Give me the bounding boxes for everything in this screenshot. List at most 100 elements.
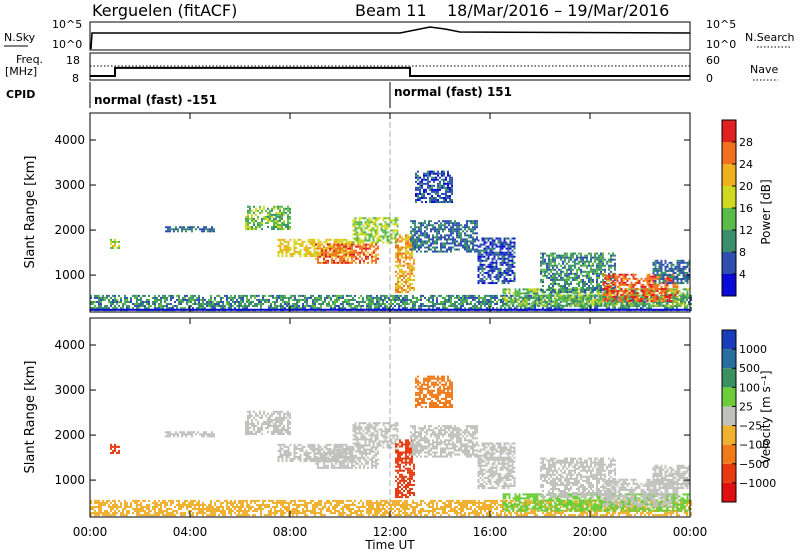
power-cell (429, 184, 431, 187)
power-cell (598, 284, 600, 288)
power-cell (462, 305, 464, 308)
power-cell (560, 274, 562, 277)
power-cell (320, 296, 322, 299)
power-cell (449, 196, 451, 199)
power-cell (248, 298, 250, 301)
power-cell (513, 237, 516, 240)
power-cell (416, 244, 418, 247)
power-cell (600, 270, 602, 273)
power-cell (289, 215, 291, 218)
power-cell (666, 279, 669, 282)
power-cell (582, 260, 584, 263)
power-cell (412, 302, 414, 306)
power-cell (273, 223, 275, 227)
power-cell (662, 287, 665, 290)
power-cell (552, 266, 554, 269)
power-cell (554, 280, 556, 283)
power-cell (412, 236, 414, 239)
power-cell (572, 278, 574, 281)
power-cell (281, 253, 284, 256)
power-cell (646, 292, 649, 295)
power-cell (256, 294, 258, 297)
power-cell (483, 280, 486, 283)
power-cell (180, 302, 182, 306)
power-cell (395, 264, 397, 267)
power-cell (287, 240, 290, 243)
power-cell (405, 236, 407, 239)
power-cell (401, 272, 403, 275)
power-cell (493, 241, 496, 244)
power-cell (397, 258, 399, 261)
power-cell (382, 217, 385, 220)
power-cell (428, 236, 430, 239)
power-cell (504, 300, 507, 303)
power-cell (365, 247, 367, 250)
power-cell (343, 246, 346, 249)
power-cell (511, 280, 514, 283)
power-cell (664, 261, 667, 264)
power-cell (372, 227, 375, 230)
freq-line (90, 66, 690, 77)
power-cell (564, 298, 567, 301)
power-cell (614, 284, 616, 288)
power-cell (338, 307, 340, 310)
power-cell (440, 244, 442, 247)
y-tick-label: 2000 (54, 223, 85, 237)
power-cell (678, 282, 681, 285)
power-cell (390, 219, 393, 222)
power-cell (496, 296, 498, 299)
power-cell (566, 280, 568, 283)
power-cell (347, 261, 349, 264)
power-cell (158, 298, 160, 301)
power-cell (160, 307, 162, 310)
power-cell (444, 242, 446, 245)
power-cell (578, 274, 580, 277)
power-cell (443, 174, 445, 177)
power-cell (658, 304, 661, 307)
power-cell (660, 304, 663, 307)
power-cell (450, 230, 452, 233)
power-cell (309, 253, 312, 256)
power-cell (668, 300, 671, 303)
power-cell (296, 300, 298, 303)
power-cell (493, 253, 496, 256)
power-cell (501, 255, 504, 258)
power-cell (238, 296, 240, 299)
power-cell (542, 291, 544, 294)
power-cell (419, 184, 421, 187)
power-cell (412, 220, 414, 223)
power-cell (228, 302, 230, 306)
power-cell (195, 228, 197, 231)
power-cell (412, 307, 414, 310)
power-cell (664, 300, 667, 303)
power-cell (429, 196, 431, 199)
power-cell (286, 305, 288, 308)
power-cell (550, 262, 552, 265)
power-cell (664, 271, 667, 274)
power-cell (574, 278, 576, 281)
power-cell (410, 300, 412, 303)
power-cell (566, 298, 569, 301)
power-cell (333, 240, 336, 243)
power-cell (335, 240, 338, 243)
power-cell (373, 251, 375, 254)
power-cell (560, 272, 562, 275)
power-cell (511, 253, 514, 256)
power-cell (564, 278, 566, 281)
power-cell (452, 236, 454, 239)
power-cell (424, 220, 426, 223)
power-cell (262, 296, 264, 299)
power-cell (454, 240, 456, 243)
power-cell (354, 221, 357, 224)
power-cell (600, 266, 602, 269)
power-cell (652, 296, 655, 299)
power-cell (485, 278, 488, 281)
power-cell (452, 228, 454, 231)
power-cell (359, 247, 361, 250)
power-cell (331, 245, 333, 248)
power-cell (384, 229, 387, 232)
power-cell (351, 259, 353, 262)
power-cell (281, 248, 284, 251)
power-cell (622, 275, 625, 278)
power-cell (513, 278, 516, 281)
